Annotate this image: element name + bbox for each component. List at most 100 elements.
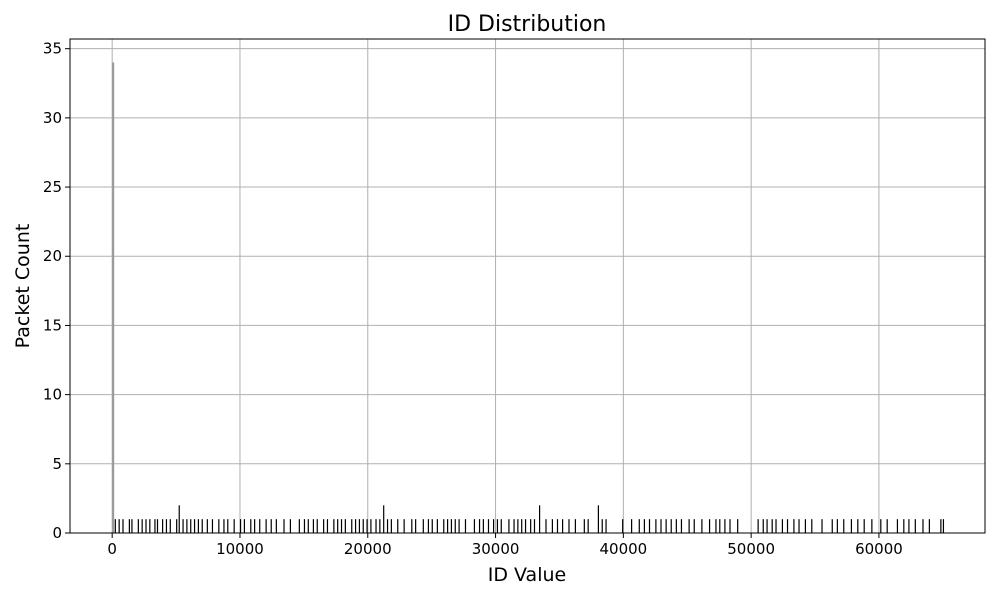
- bar: [850, 519, 853, 533]
- bar: [149, 519, 151, 533]
- bar: [631, 519, 633, 533]
- bar: [458, 519, 460, 533]
- bar: [254, 519, 256, 533]
- bar: [128, 519, 130, 533]
- bar: [403, 519, 405, 533]
- bar: [836, 519, 838, 533]
- bar: [197, 519, 199, 533]
- bar: [775, 519, 777, 533]
- bar: [443, 519, 445, 533]
- bar: [597, 505, 599, 533]
- bar: [556, 519, 559, 533]
- y-tick-label: 30: [43, 109, 62, 127]
- bar: [446, 519, 449, 533]
- x-tick-label: 20000: [344, 540, 392, 558]
- bar: [928, 519, 930, 533]
- bar: [464, 519, 467, 533]
- bar: [270, 519, 272, 533]
- bar: [517, 519, 519, 533]
- bar: [316, 519, 318, 533]
- bar: [473, 519, 476, 533]
- bar: [303, 519, 306, 533]
- y-tick-label: 5: [52, 455, 62, 473]
- bar: [436, 519, 438, 533]
- bar: [218, 519, 220, 533]
- bar: [431, 519, 433, 533]
- bar: [340, 519, 343, 533]
- bar: [562, 519, 564, 533]
- bar: [122, 519, 124, 533]
- bar: [275, 519, 277, 533]
- bar: [521, 519, 523, 533]
- bar: [533, 519, 536, 533]
- bar: [422, 519, 424, 533]
- bar: [298, 519, 300, 533]
- bar: [688, 519, 690, 533]
- bar: [914, 519, 916, 533]
- y-tick-label: 20: [43, 247, 62, 265]
- bar: [201, 519, 203, 533]
- bar: [551, 519, 553, 533]
- bar: [193, 519, 196, 533]
- bar: [492, 519, 495, 533]
- x-tick-label: 0: [107, 540, 117, 558]
- bar: [265, 519, 267, 533]
- bar: [375, 519, 377, 533]
- bar: [724, 519, 726, 533]
- bar: [344, 519, 346, 533]
- x-axis-label: ID Value: [488, 564, 566, 586]
- y-tick-label: 15: [43, 316, 62, 334]
- bar: [665, 519, 667, 533]
- bar: [896, 519, 899, 533]
- x-tick-label: 30000: [472, 540, 520, 558]
- bar: [383, 505, 385, 533]
- bar: [250, 519, 252, 533]
- bar: [233, 519, 235, 533]
- bar: [112, 62, 115, 534]
- bar: [831, 519, 833, 533]
- bar: [771, 519, 773, 533]
- bar: [601, 519, 603, 533]
- bar: [450, 519, 453, 533]
- y-tick-label: 0: [52, 524, 62, 542]
- bars: [112, 62, 945, 534]
- bar: [487, 519, 490, 533]
- bar: [165, 519, 168, 533]
- bar: [206, 519, 208, 533]
- bar: [871, 519, 873, 533]
- bar: [940, 519, 942, 533]
- bar: [942, 519, 945, 533]
- bar: [131, 519, 133, 533]
- bar: [176, 519, 178, 533]
- bar: [351, 519, 353, 533]
- bar: [358, 519, 361, 533]
- bar: [333, 519, 335, 533]
- grid-lines: [70, 39, 985, 534]
- bar: [737, 519, 739, 533]
- bar: [243, 519, 245, 533]
- bar: [223, 519, 225, 533]
- bar: [508, 519, 510, 533]
- bar: [903, 519, 905, 533]
- bar: [283, 519, 285, 533]
- bar: [530, 519, 532, 533]
- bar: [587, 519, 589, 533]
- y-tick-label: 25: [43, 178, 62, 196]
- bar: [162, 519, 164, 533]
- bar: [701, 519, 703, 533]
- bar: [227, 519, 229, 533]
- bar: [496, 519, 499, 533]
- bar: [397, 519, 399, 533]
- bar: [729, 519, 731, 533]
- bar: [693, 519, 695, 533]
- bar: [370, 519, 372, 533]
- bar: [798, 519, 800, 533]
- bar: [583, 519, 585, 533]
- x-tick-label: 10000: [216, 540, 264, 558]
- bar: [289, 519, 292, 533]
- bar: [766, 519, 768, 533]
- bar: [186, 519, 188, 533]
- bar: [786, 519, 789, 533]
- bar: [411, 519, 413, 533]
